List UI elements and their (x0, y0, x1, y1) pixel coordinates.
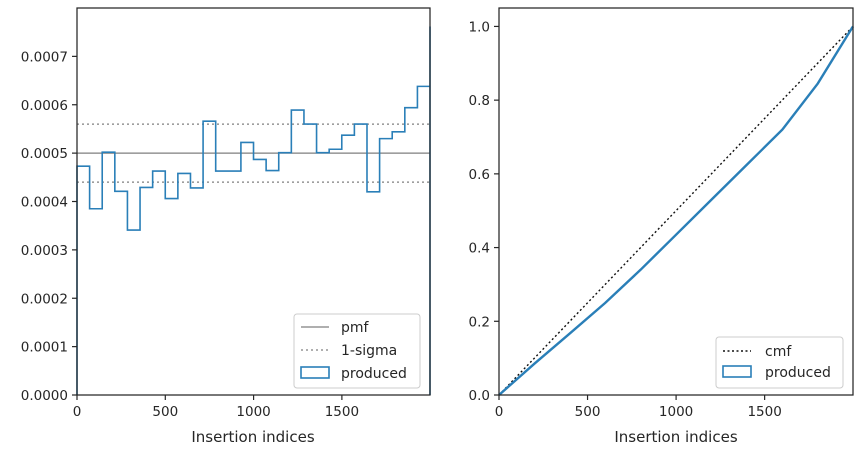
legend-produced-label: produced (765, 365, 831, 381)
histogram-legend: pmf 1-sigma produced (293, 313, 421, 389)
legend-produced-swatch (722, 365, 752, 378)
cumulative-legend: cmf produced (715, 336, 844, 389)
legend-produced-swatch (300, 366, 330, 379)
cumulative-x-ticks: 0 500 1000 1500 (495, 395, 782, 420)
y-tick-label: 0.6 (469, 167, 490, 183)
y-tick-label: 0.4 (469, 241, 490, 257)
legend-box (293, 313, 421, 389)
cumulative-y-ticks: 0.0 0.2 0.4 0.6 0.8 1.0 (469, 19, 499, 404)
produced-histogram (76, 26, 431, 395)
y-tick-label: 1.0 (469, 19, 490, 35)
legend-pmf-label: pmf (341, 320, 370, 336)
cumulative-plot-area (499, 8, 853, 395)
sigma-lines (77, 123, 430, 183)
y-tick-label: 0.0004 (21, 195, 68, 211)
legend-box (715, 336, 844, 389)
x-tick-label: 500 (575, 404, 601, 420)
legend-sigma-label: 1-sigma (341, 343, 397, 359)
y-tick-label: 0.0 (469, 388, 490, 404)
x-tick-label: 1500 (325, 404, 359, 420)
x-tick-label: 1000 (236, 404, 270, 420)
legend-produced-label: produced (341, 366, 407, 382)
histogram-x-axis-label: Insertion indices (191, 428, 314, 446)
y-tick-label: 0.8 (469, 93, 490, 109)
histogram-y-ticks: 0.0000 0.0001 0.0002 0.0003 0.0004 0.0005 0.00… (21, 49, 77, 404)
y-tick-label: 0.0007 (21, 49, 68, 65)
legend-cmf-label: cmf (765, 344, 792, 360)
y-tick-label: 0.0002 (21, 291, 68, 307)
y-tick-label: 0.2 (469, 314, 490, 330)
x-tick-label: 0 (73, 404, 82, 420)
x-tick-label: 1000 (659, 404, 693, 420)
produced-cumulative-line (498, 25, 855, 396)
cumulative-panel: 0 500 1000 1500 0.0 0.2 0.4 0.6 0.8 1.0 Insertio… (469, 7, 855, 446)
y-tick-label: 0.0000 (21, 388, 68, 404)
y-tick-label: 0.0005 (21, 146, 68, 162)
y-tick-label: 0.0003 (21, 243, 68, 259)
y-tick-label: 0.0006 (21, 98, 68, 114)
x-tick-label: 0 (495, 404, 504, 420)
x-tick-label: 1500 (747, 404, 781, 420)
x-tick-label: 500 (152, 404, 178, 420)
y-tick-label: 0.0001 (21, 340, 68, 356)
histogram-panel: 0 500 1000 1500 0.00000.00010.00020.00030.0… (21, 7, 431, 446)
histogram-x-ticks: 0 500 1000 1500 (73, 395, 359, 420)
cumulative-x-axis-label: Insertion indices (614, 428, 737, 446)
